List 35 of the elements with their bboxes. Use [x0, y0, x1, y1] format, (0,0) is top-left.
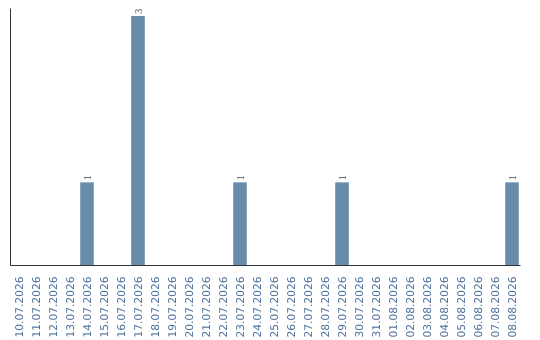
- x-tick-label: 20.07.2026: [183, 276, 196, 338]
- x-tick-label: 29.07.2026: [336, 276, 349, 338]
- x-tick-label: 17.07.2026: [132, 276, 145, 338]
- x-tick-label: 02.08.2026: [404, 276, 417, 338]
- x-tick-label: 05.08.2026: [455, 276, 468, 338]
- x-tick-label: 10.07.2026: [13, 276, 26, 338]
- x-tick-label: 01.08.2026: [387, 276, 400, 338]
- x-tick-label: 27.07.2026: [302, 276, 315, 338]
- x-tick-label: 08.08.2026: [506, 276, 519, 338]
- data-label: 1: [508, 175, 519, 180]
- x-tick-label: 26.07.2026: [285, 276, 298, 338]
- data-label: 1: [236, 175, 247, 180]
- x-tick-label: 25.07.2026: [268, 276, 281, 338]
- x-tick-label: 18.07.2026: [149, 276, 162, 338]
- x-tick-label: 16.07.2026: [115, 276, 128, 338]
- x-tick-label: 28.07.2026: [319, 276, 332, 338]
- x-tick-label: 14.07.2026: [81, 276, 94, 338]
- x-tick-label: 23.07.2026: [234, 276, 247, 338]
- x-tick-label: 13.07.2026: [64, 276, 77, 338]
- x-tick-label: 21.07.2026: [200, 276, 213, 338]
- x-tick-label: 03.08.2026: [421, 276, 434, 338]
- data-label: 3: [134, 8, 145, 14]
- x-tick-label: 07.08.2026: [489, 276, 502, 338]
- x-tick-label: 24.07.2026: [251, 276, 264, 338]
- x-tick-label: 19.07.2026: [166, 276, 179, 338]
- x-tick-label: 04.08.2026: [438, 276, 451, 338]
- x-tick-label: 15.07.2026: [98, 276, 111, 338]
- x-tick-label: 22.07.2026: [217, 276, 230, 338]
- x-tick-label: 31.07.2026: [370, 276, 383, 338]
- data-label: 1: [83, 175, 94, 180]
- x-tick-label: 12.07.2026: [47, 276, 60, 338]
- x-tick-label: 06.08.2026: [472, 276, 485, 338]
- x-tick-label: 11.07.2026: [30, 276, 43, 338]
- data-label: 1: [338, 175, 349, 180]
- x-tick-label: 30.07.2026: [353, 276, 366, 338]
